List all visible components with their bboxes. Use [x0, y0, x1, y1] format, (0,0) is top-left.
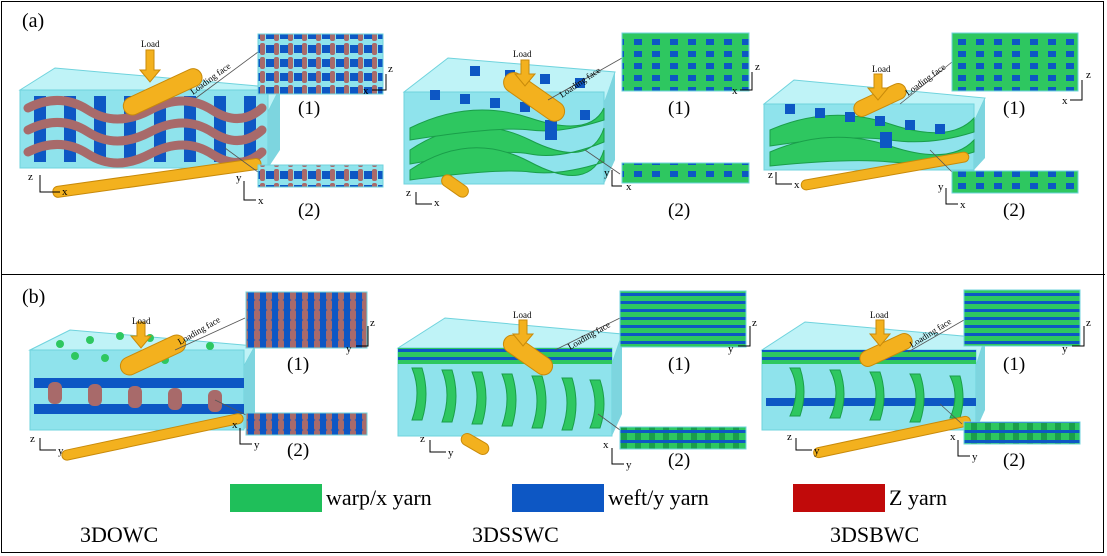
legend-swatch-warp: [230, 484, 322, 512]
load-label-b1: Load: [132, 316, 151, 326]
axis-label-a1-z: z: [28, 171, 33, 183]
axis-label-b3v2-x: x: [950, 431, 956, 443]
panel-label-a: (a): [22, 10, 45, 32]
view1-label-b2: (1): [668, 354, 691, 375]
axis-label-a3v1-x: x: [1062, 95, 1068, 107]
panel-b-3dsswc: [396, 290, 751, 465]
panel-divider: [1, 274, 1105, 275]
axis-label-b1v2-y: y: [254, 439, 260, 451]
axis-label-a3-x: x: [794, 179, 800, 191]
load-label-b2: Load: [513, 310, 532, 320]
axis-label-a2v2-x: x: [626, 181, 632, 193]
axis-label-b1-y: y: [58, 445, 64, 457]
view2-label-b3: (2): [1003, 450, 1026, 471]
legend-swatch-z: [793, 484, 885, 512]
view1-label-a2: (1): [668, 98, 691, 119]
axis-label-b3-z: z: [787, 431, 792, 443]
legend-warp: warp/x yarn: [230, 482, 432, 514]
view1-label-b3: (1): [1003, 354, 1026, 375]
axis-label-a3v2-y: y: [938, 181, 944, 193]
legend-label-z: Z yarn: [889, 485, 948, 510]
axis-label-b2v2-y: y: [626, 459, 632, 471]
axis-label-b1v1-y: y: [346, 343, 352, 355]
weave-label-3dowc: 3DOWC: [80, 522, 159, 547]
axis-label-a1-x: x: [62, 186, 68, 198]
legend-label-warp: warp/x yarn: [326, 485, 432, 510]
axis-label-a2v1-z: z: [755, 61, 760, 73]
view2-label-b2: (2): [668, 450, 691, 471]
load-label-a1: Load: [141, 39, 160, 49]
view2-label-a1: (2): [298, 200, 321, 221]
axis-label-a1v2-y: y: [236, 172, 242, 184]
axis-label-a3-z: z: [768, 169, 773, 181]
panel-a-3dowc: [18, 33, 387, 201]
axis-label-b2-z: z: [420, 433, 425, 445]
axis-label-b1v2-x: x: [232, 419, 238, 431]
panel-label-b: (b): [22, 286, 46, 308]
axis-label-b2v1-z: z: [752, 317, 757, 329]
axis-label-a1v1-z: z: [388, 63, 393, 75]
view1-label-a3: (1): [1003, 98, 1026, 119]
axis-label-b3v1-y: y: [1062, 343, 1068, 355]
legend-label-weft: weft/y yarn: [608, 485, 709, 510]
axis-label-b3v1-z: z: [1086, 317, 1091, 329]
axis-label-a2v1-x: x: [732, 85, 738, 97]
axis-label-b3-y: y: [814, 445, 820, 457]
axis-label-a2-z: z: [406, 187, 411, 199]
panel-b-3dsbwc: [760, 289, 1085, 459]
legend-weft: weft/y yarn: [512, 482, 709, 514]
axis-label-a1v1-x: x: [363, 85, 369, 97]
view1-label-b1: (1): [287, 354, 310, 375]
axis-label-a2-x: x: [434, 197, 440, 209]
legend-swatch-weft: [512, 484, 604, 512]
axis-label-b1-z: z: [30, 433, 35, 445]
axis-label-b2v1-y: y: [728, 343, 734, 355]
legend-z: Z yarn: [793, 482, 947, 514]
axis-label-a3v1-z: z: [1086, 69, 1091, 81]
load-label-a3: Load: [872, 64, 891, 74]
view2-label-a2: (2): [668, 200, 691, 221]
weave-label-3dsswc: 3DSSWC: [472, 522, 559, 547]
axis-label-b3v2-y: y: [972, 451, 978, 463]
view1-label-a1: (1): [298, 98, 321, 119]
panel-a-3dsswc: [402, 32, 753, 205]
view2-label-b1: (2): [287, 440, 310, 461]
load-label-b3: Load: [870, 310, 889, 320]
panel-a-3dsbwc: [762, 32, 1083, 205]
weave-label-3dsbwc: 3DSBWC: [830, 522, 920, 547]
load-label-a2: Load: [513, 49, 532, 59]
axis-label-b2v2-x: x: [603, 439, 609, 451]
axis-label-b2-y: y: [448, 447, 454, 459]
view2-label-a3: (2): [1003, 200, 1026, 221]
axis-label-a1v2-x: x: [258, 195, 264, 207]
axis-label-a3v2-x: x: [960, 199, 966, 211]
panel-b-3dowc: [28, 291, 369, 461]
axis-label-b1v1-z: z: [370, 317, 375, 329]
axis-label-a2v2-y: y: [604, 167, 610, 179]
